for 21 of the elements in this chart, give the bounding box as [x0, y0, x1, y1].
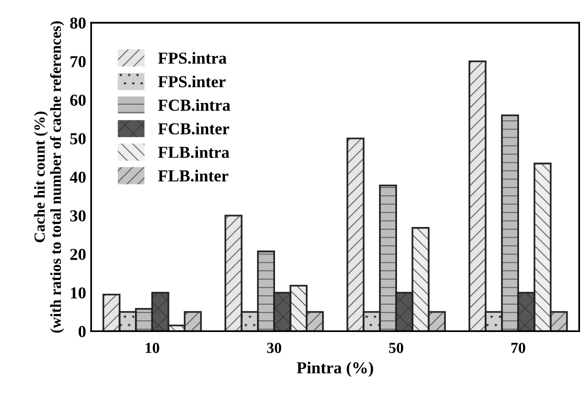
legend-label: FLB.inter	[158, 170, 228, 182]
x-tick-label: 50	[389, 342, 404, 354]
y-tick-label: 60	[70, 94, 86, 106]
x-tick-label: 10	[146, 342, 160, 354]
y-tick-label: 20	[70, 248, 86, 260]
y-tick-label: 0	[78, 326, 86, 338]
x-tick-label: 30	[267, 342, 282, 354]
legend-label: FCB.inter	[158, 122, 230, 134]
y-tick-label: 70	[70, 56, 86, 68]
legend-label: FPS.inter	[158, 76, 226, 88]
legend-label: FLB.intra	[158, 146, 230, 158]
x-tick-label: 70	[511, 342, 526, 354]
y-tick-label: 80	[70, 17, 86, 29]
y-tick-label: 50	[70, 133, 86, 144]
y-tick-label: 10	[70, 287, 86, 299]
x-axis-title: Pintra (%)	[296, 362, 374, 377]
y-tick-label: 30	[70, 210, 86, 222]
legend-label: FPS.intra	[158, 52, 227, 64]
y-axis-title: Cache hit count (%) (with ratios to total number of cache references)	[34, 21, 64, 333]
y-tick-label: 40	[70, 172, 86, 183]
legend-label: FCB.intra	[158, 99, 230, 111]
